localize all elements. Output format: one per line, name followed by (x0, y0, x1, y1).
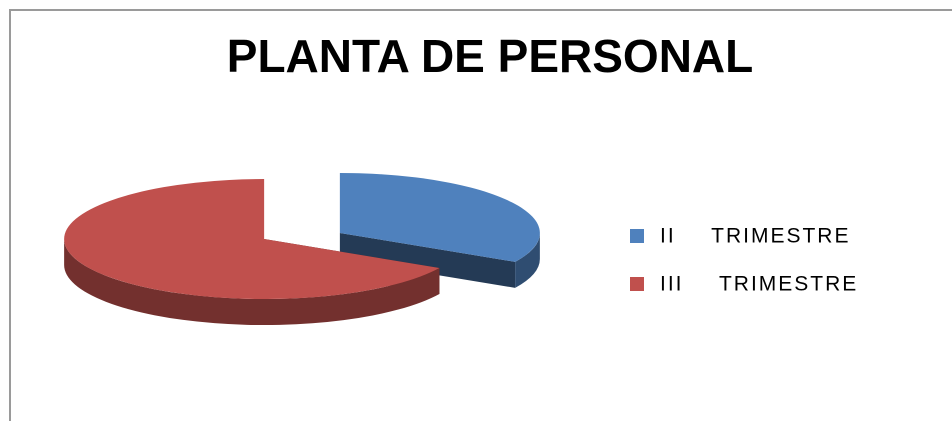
slice-face (339, 232, 516, 288)
legend-swatch (630, 229, 644, 243)
legend-swatch (630, 277, 644, 291)
legend: II TRIMESTRE III TRIMESTRE (630, 225, 858, 296)
slice-side (515, 232, 540, 288)
pie (64, 172, 540, 326)
slice (64, 179, 440, 300)
chart-title: PLANTA DE PERSONAL (227, 30, 753, 82)
slice (339, 172, 540, 262)
legend-label: II TRIMESTRE (660, 225, 850, 248)
legend-label: III TRIMESTRE (660, 273, 858, 296)
chart-frame (9, 9, 952, 421)
slice-side (64, 239, 440, 326)
